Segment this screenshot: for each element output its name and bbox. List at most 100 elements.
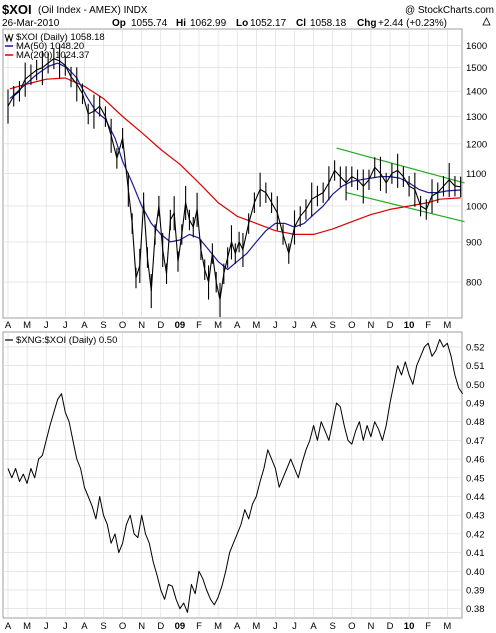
ratio-x-tick-label: M — [23, 621, 31, 632]
ratio-x-tick-label: M — [214, 621, 222, 632]
ratio-y-tick-label: 0.49 — [466, 399, 485, 410]
close-value: 1058.18 — [310, 18, 347, 29]
ratio-y-tick-label: 0.45 — [466, 473, 485, 484]
ratio-grid — [3, 332, 462, 618]
ratio-x-tick-label: A — [310, 621, 317, 632]
price-x-tick-label: 09 — [175, 320, 186, 331]
high-label: Hi — [176, 18, 186, 29]
quote-date: 26-Mar-2010 — [2, 18, 60, 29]
price-x-tick-label: A — [81, 320, 88, 331]
ratio-x-tick-label: O — [119, 621, 126, 632]
price-x-tick-label: J — [273, 320, 278, 331]
ratio-y-tick-label: 0.42 — [466, 529, 485, 540]
price-x-tick-label: J — [292, 320, 297, 331]
ohlc-bar-icon — [4, 33, 14, 43]
legend-ma50: MA(50) 1048.20 — [16, 41, 84, 52]
price-y-tick-label: 1500 — [466, 63, 487, 74]
price-grid — [3, 29, 462, 318]
close-label: Cl — [296, 18, 306, 29]
ratio-x-tick-label: S — [330, 621, 336, 632]
ratio-x-tick-label: F — [425, 621, 431, 632]
ratio-x-tick-label: J — [44, 621, 49, 632]
ratio-x-tick-label: A — [234, 621, 241, 632]
price-x-tick-label: N — [367, 320, 374, 331]
ma200-line — [9, 77, 461, 235]
ratio-y-tick-label: 0.51 — [466, 361, 485, 372]
price-y-tick-label: 1000 — [466, 201, 487, 212]
price-x-tick-label: A — [5, 320, 12, 331]
price-y-tick-label: 1100 — [466, 169, 486, 180]
ratio-x-tick-label: S — [100, 621, 106, 632]
ratio-x-tick-label: J — [273, 621, 278, 632]
ratio-y-tick-label: 0.41 — [466, 548, 485, 559]
price-y-tick-label: 800 — [466, 278, 482, 289]
change-value: +2.44 (+0.23%) — [378, 18, 447, 29]
ratio-panel — [2, 331, 463, 619]
ratio-x-tick-label: O — [348, 621, 355, 632]
ratio-x-tick-label: 09 — [175, 621, 186, 632]
ratio-x-tick-label: M — [443, 621, 451, 632]
ratio-y-tick-label: 0.50 — [466, 380, 485, 391]
price-x-tick-label: A — [310, 320, 317, 331]
price-x-tick-label: F — [425, 320, 431, 331]
stockcharts-credit: @ StockCharts.com — [405, 5, 494, 16]
change-label: Chg — [357, 18, 376, 29]
ma50-line — [9, 62, 461, 271]
ratio-y-tick-label: 0.52 — [466, 342, 485, 353]
ratio-x-tick-label: N — [367, 621, 374, 632]
ratio-x-tick-label: J — [63, 621, 68, 632]
legend-ma200: MA(200) 1024.37 — [16, 50, 89, 61]
price-y-tick-label: 1600 — [466, 41, 487, 52]
price-x-tick-label: M — [214, 320, 222, 331]
ratio-y-axis: 0.38 0.39 0.40 0.41 0.42 0.43 0.44 0.45 0.46 0.47… — [466, 342, 485, 615]
price-x-tick-label: N — [138, 320, 145, 331]
ratio-y-tick-label: 0.46 — [466, 455, 485, 466]
ratio-x-tick-label: 10 — [404, 621, 415, 632]
price-x-tick-label: D — [157, 320, 164, 331]
price-x-tick-label: S — [100, 320, 106, 331]
price-y-tick-label: 1200 — [466, 139, 487, 150]
ratio-y-tick-label: 0.44 — [466, 492, 485, 503]
high-value: 1062.99 — [190, 18, 227, 29]
price-x-tick-label: J — [63, 320, 68, 331]
price-x-tick-label: J — [44, 320, 49, 331]
price-x-tick-label: M — [443, 320, 451, 331]
price-series-group — [7, 44, 465, 318]
ratio-x-tick-label: J — [292, 621, 297, 632]
price-line — [7, 58, 461, 301]
ratio-x-tick-label: A — [5, 621, 12, 632]
ratio-x-tick-label: N — [138, 621, 145, 632]
price-x-tick-label: 10 — [404, 320, 415, 331]
open-label: Op — [112, 18, 126, 29]
ratio-series-group — [7, 339, 464, 613]
price-x-tick-label: F — [196, 320, 202, 331]
ratio-y-tick-label: 0.43 — [466, 511, 485, 522]
up-triangle-icon — [482, 17, 491, 26]
index-name: (Oil Index - AMEX) INDX — [38, 5, 148, 16]
ratio-legend: $XNG:$XOI (Daily) 0.50 — [5, 335, 117, 346]
ratio-y-tick-label: 0.48 — [466, 417, 485, 428]
price-y-tick-label: 900 — [466, 237, 482, 248]
ratio-y-tick-label: 0.47 — [466, 436, 485, 447]
low-label: Lo — [236, 18, 248, 29]
price-x-tick-label: A — [234, 320, 241, 331]
low-value: 1052.17 — [250, 18, 287, 29]
price-x-tick-label: O — [348, 320, 355, 331]
price-x-tick-label: D — [387, 320, 394, 331]
open-value: 1055.74 — [131, 18, 168, 29]
ratio-y-tick-label: 0.39 — [466, 585, 485, 596]
ratio-y-tick-label: 0.38 — [466, 604, 485, 615]
ratio-x-tick-label: D — [387, 621, 394, 632]
price-x-tick-label: O — [119, 320, 126, 331]
ratio-x-axis: A M J J A S O N D 09 F M A M J J A S O N D 10 F M — [5, 621, 452, 632]
ratio-x-tick-label: F — [196, 621, 202, 632]
price-legend: $XOI (Daily) 1058.18 MA(50) 1048.20 MA(2… — [4, 32, 105, 61]
symbol-title: $XOI — [2, 2, 32, 17]
ratio-x-tick-label: D — [157, 621, 164, 632]
ratio-x-tick-label: A — [81, 621, 88, 632]
price-y-axis: 800 900 1000 1100 1200 1300 1400 1500 1600 — [466, 41, 487, 288]
legend-ratio: $XNG:$XOI (Daily) 0.50 — [16, 335, 117, 346]
price-x-tick-label: S — [330, 320, 336, 331]
ratio-x-tick-label: M — [252, 621, 260, 632]
